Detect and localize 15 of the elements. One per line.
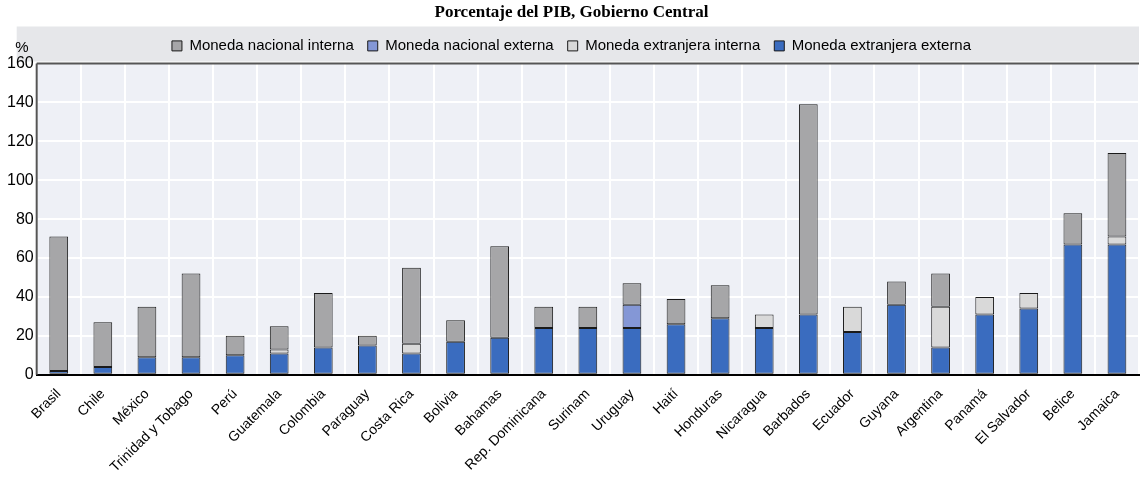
y-tick-label: 80 xyxy=(15,209,34,227)
y-tick-label: 20 xyxy=(15,326,34,344)
y-tick-label: 140 xyxy=(6,92,34,110)
y-tick-label: 120 xyxy=(6,131,34,149)
y-tick-label: 160 xyxy=(6,53,34,71)
y-tick-label: 40 xyxy=(15,287,34,305)
legend-label: Moneda nacional interna xyxy=(189,36,355,54)
legend-label: Moneda extranjera externa xyxy=(791,36,972,54)
legend-label: Moneda extranjera interna xyxy=(585,36,761,54)
y-tick-label: 0 xyxy=(24,365,34,383)
y-axis-title: % xyxy=(15,38,29,56)
legend-label: Moneda nacional externa xyxy=(385,36,555,54)
y-tick-label: 60 xyxy=(15,248,34,266)
chart-title: Porcentaje del PIB, Gobierno Central xyxy=(434,1,709,21)
y-tick-label: 100 xyxy=(6,170,34,188)
